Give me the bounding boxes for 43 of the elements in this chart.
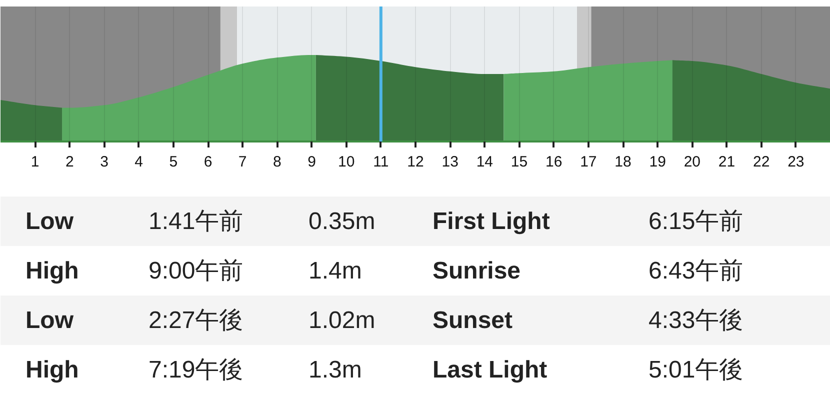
x-tick-label: 9	[308, 154, 316, 170]
x-tick-label: 19	[649, 154, 666, 170]
text: High	[26, 356, 79, 384]
x-tick-label: 17	[580, 154, 597, 170]
text: First Light	[432, 208, 550, 235]
x-tick-label: 1	[30, 154, 40, 170]
text: 7:19午後	[148, 356, 244, 384]
text: Sunset	[432, 306, 513, 334]
x-tick-label: 20	[684, 154, 701, 170]
x-tick-label: 18	[614, 154, 632, 170]
x-tick-label: 21	[718, 154, 736, 170]
x-tick-label: 7	[238, 154, 247, 170]
x-tick-label: 13	[442, 154, 458, 170]
text: 0.35m	[308, 208, 376, 235]
x-tick-label: 4	[134, 154, 144, 170]
text: 1.02m	[308, 306, 376, 334]
text: Low	[26, 306, 74, 334]
text: Low	[26, 208, 74, 235]
text: 9:00午前	[148, 257, 244, 284]
x-tick-label: 16	[545, 154, 562, 170]
text: 1.3m	[308, 356, 362, 384]
x-tick-label: 15	[510, 154, 528, 170]
text: Sunrise	[432, 257, 521, 284]
x-tick-label: 23	[788, 154, 804, 170]
text: 6:15午前	[648, 208, 744, 235]
text: 4:33午後	[648, 306, 744, 334]
x-tick-label: 10	[338, 154, 355, 170]
x-tick-label: 14	[476, 154, 494, 170]
x-tick-label: 2	[65, 154, 74, 170]
text: High	[26, 257, 79, 284]
x-tick-label: 12	[407, 154, 424, 170]
text: 5:01午後	[648, 356, 744, 384]
x-tick-label: 3	[100, 154, 108, 170]
text: 6:43午前	[648, 257, 744, 284]
text: 1.4m	[308, 257, 362, 284]
x-tick-label: 8	[272, 154, 282, 170]
text: Last Light	[432, 356, 548, 384]
text: 1:41午前	[148, 208, 244, 235]
x-tick-label: 11	[373, 154, 389, 170]
x-tick-label: 22	[752, 154, 770, 170]
x-tick-label: 5	[169, 154, 178, 170]
text: 2:27午後	[148, 306, 244, 334]
x-tick-label: 6	[204, 154, 212, 170]
